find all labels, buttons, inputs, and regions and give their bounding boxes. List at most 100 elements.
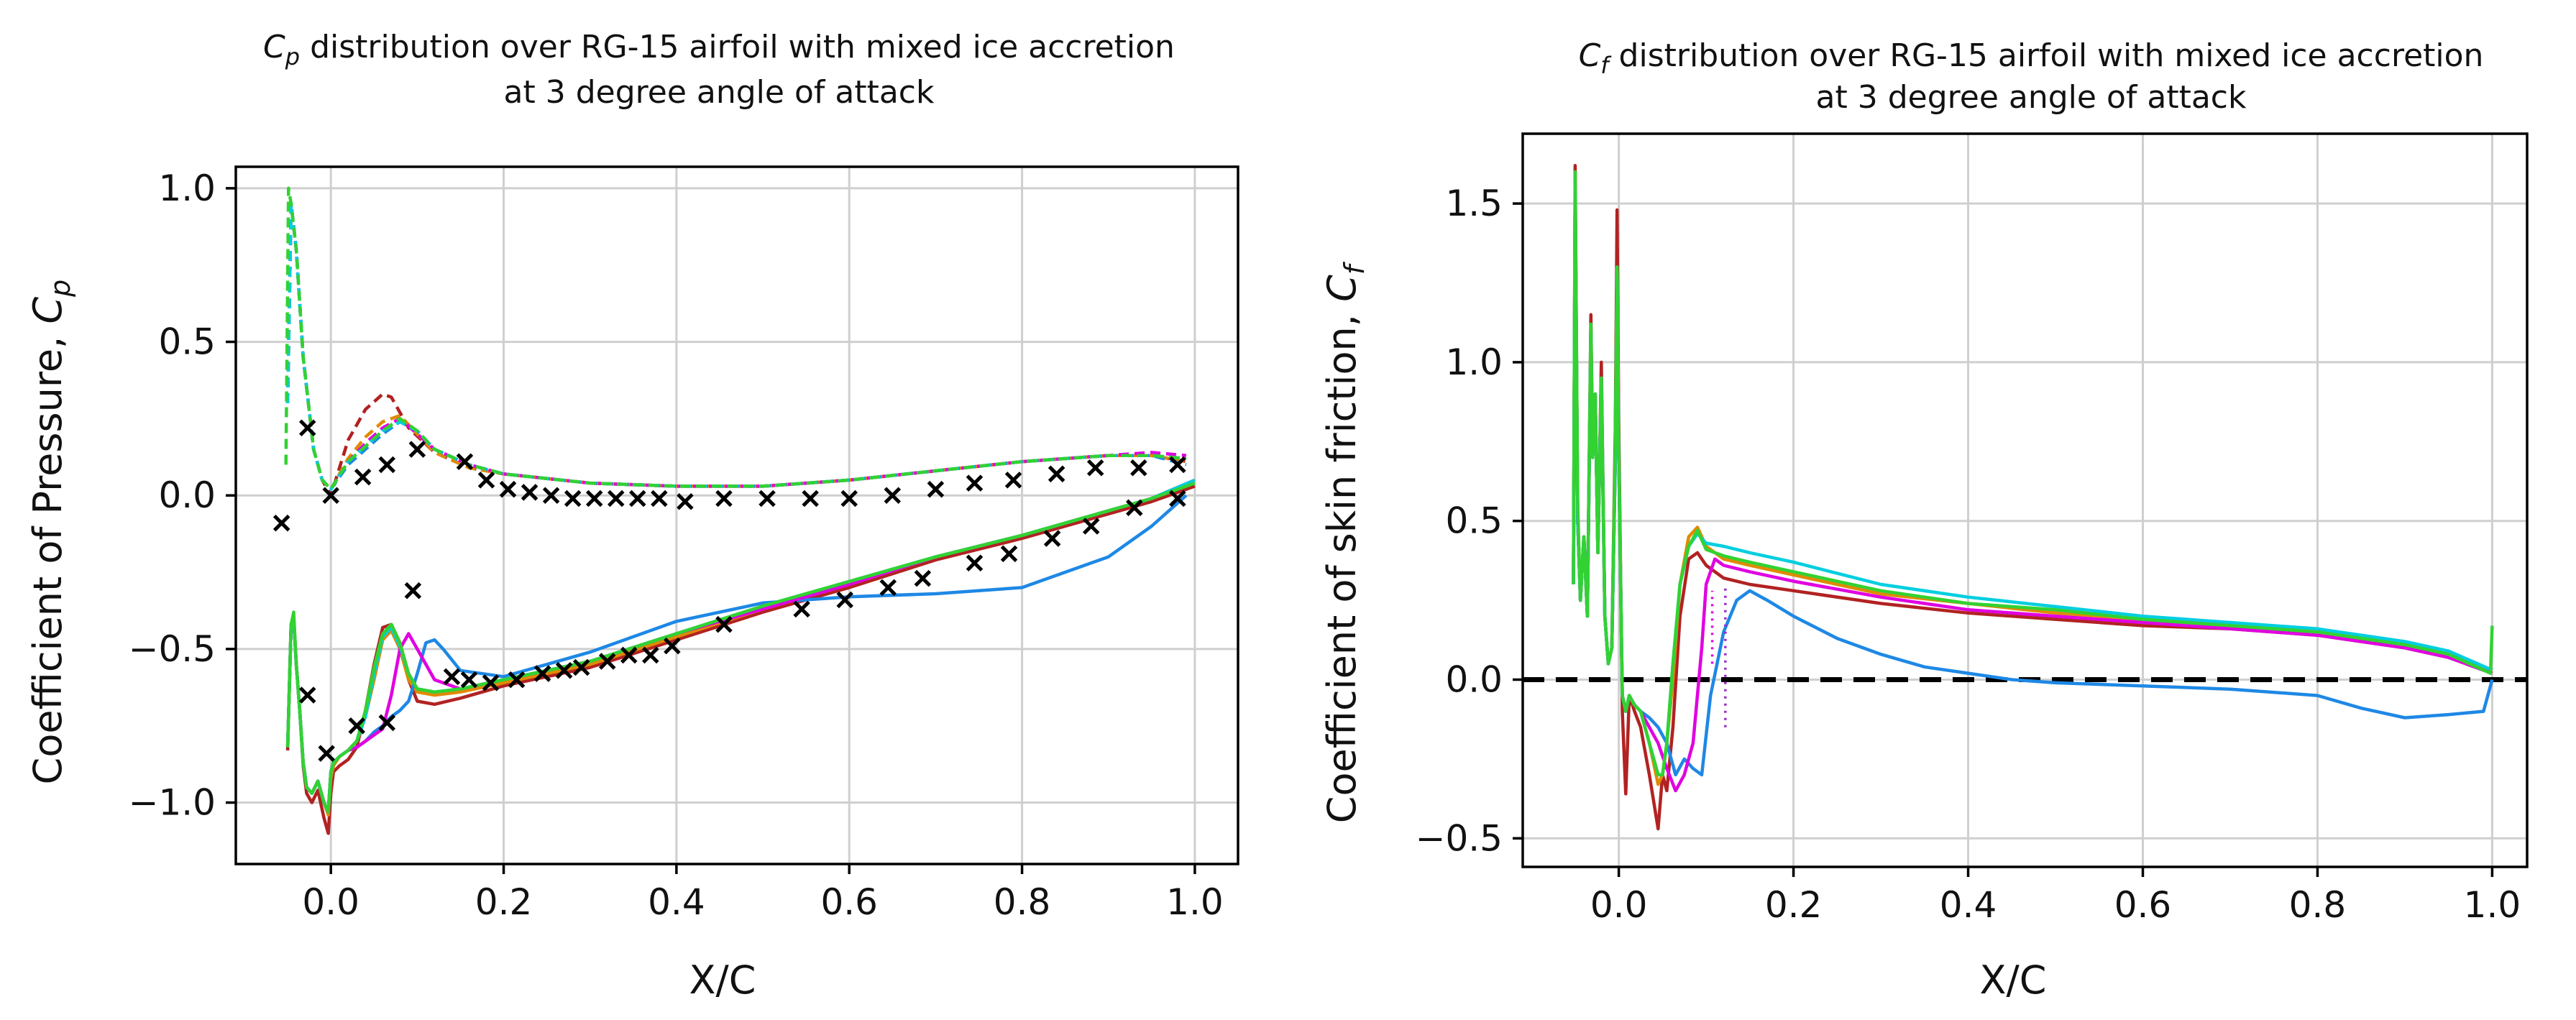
experimental-point: [629, 490, 646, 507]
experimental-point: [1169, 456, 1186, 474]
experimental-point: [620, 646, 638, 664]
experimental-point: [914, 569, 932, 587]
experimental-point: [542, 487, 560, 504]
cp-axes-frame: [234, 165, 1239, 865]
cp-ticks: 0.0 0.2 0.4 0.6 0.8 1.0 −1.0 −0.5 0.0 0.5 1.0: [129, 167, 1224, 923]
cf-separation-markers: [1710, 584, 1727, 727]
experimental-point: [482, 674, 500, 692]
y-tick-label: 0.5: [158, 321, 216, 363]
x-tick-label: 0.6: [2114, 884, 2172, 926]
experimental-point: [533, 665, 551, 682]
cf-ticks: 0.0 0.2 0.4 0.6 0.8 1.0 −0.5 0.0 0.5 1.0 1.5: [1416, 183, 2521, 926]
series-upper-green: [284, 186, 1187, 491]
x-tick-label: 1.0: [2464, 884, 2521, 926]
experimental-point: [1048, 465, 1065, 483]
experimental-point: [840, 490, 858, 507]
experimental-point: [793, 600, 810, 618]
y-tick-label: 1.5: [1445, 183, 1503, 224]
experimental-point: [607, 490, 625, 507]
experimental-point: [378, 714, 396, 732]
y-tick-label: −0.5: [129, 628, 216, 670]
x-tick-label: 0.4: [648, 881, 705, 923]
y-tick-label: 0.5: [1445, 500, 1503, 542]
experimental-point: [802, 490, 819, 507]
experimental-point: [758, 490, 776, 507]
cp-xlabel: X/C: [689, 957, 756, 1003]
x-tick-label: 0.2: [475, 881, 533, 923]
x-tick-label: 0.0: [1590, 884, 1648, 926]
experimental-point: [298, 686, 316, 704]
y-tick-label: −0.5: [1416, 817, 1503, 859]
series-green: [1572, 170, 2494, 777]
experimental-point: [1130, 459, 1147, 477]
experimental-point: [1126, 499, 1143, 517]
cf-title-line2: at 3 degree angle of attack: [1816, 79, 2247, 116]
experimental-point: [322, 487, 339, 504]
experimental-point: [1004, 472, 1022, 489]
y-tick-label: 1.0: [158, 167, 216, 209]
cp-experimental-markers: [272, 419, 1186, 762]
x-tick-label: 0.8: [2289, 884, 2347, 926]
cp-grid: [236, 167, 1238, 864]
experimental-point: [298, 419, 316, 436]
experimental-point: [927, 480, 945, 498]
cf-series: [1572, 163, 2494, 831]
x-tick-label: 0.8: [994, 881, 1051, 923]
experimental-point: [966, 474, 984, 492]
y-tick-label: −1.0: [129, 782, 216, 824]
experimental-point: [354, 468, 372, 486]
experimental-point: [966, 554, 984, 572]
experimental-point: [879, 579, 897, 597]
experimental-point: [521, 484, 538, 501]
experimental-point: [572, 658, 590, 676]
cf-panel: Cf distribution over RG-15 airfoil with …: [1319, 37, 2529, 1003]
series-lower-blue: [285, 494, 1188, 814]
experimental-point: [598, 653, 616, 670]
experimental-point: [715, 615, 733, 633]
experimental-point: [477, 472, 495, 489]
experimental-point: [677, 493, 694, 510]
experimental-point: [651, 490, 668, 507]
cp-ylabel: Coefficient of Pressure, Cp: [25, 280, 76, 785]
experimental-point: [664, 637, 681, 655]
experimental-point: [836, 591, 853, 609]
cf-title-line1: Cf distribution over RG-15 airfoil with …: [1579, 37, 2484, 79]
experimental-point: [443, 668, 461, 686]
x-tick-label: 1.0: [1166, 881, 1224, 923]
experimental-point: [715, 490, 733, 507]
experimental-point: [460, 671, 478, 689]
experimental-point: [272, 514, 290, 532]
experimental-point: [1082, 518, 1100, 535]
y-tick-label: 1.0: [1445, 341, 1503, 383]
cf-axes-frame: [1521, 132, 2529, 868]
experimental-point: [585, 490, 603, 507]
cf-grid: [1523, 134, 2527, 867]
x-tick-label: 0.0: [302, 881, 359, 923]
experimental-point: [1169, 490, 1186, 507]
y-tick-label: 0.0: [158, 474, 216, 516]
experimental-point: [456, 453, 474, 470]
series-lower-green: [285, 481, 1196, 814]
experimental-point: [499, 480, 517, 498]
experimental-point: [404, 582, 422, 599]
series-upper-red: [285, 202, 1187, 497]
experimental-point: [555, 662, 573, 679]
experimental-point: [1043, 530, 1061, 547]
x-tick-label: 0.6: [820, 881, 878, 923]
experimental-point: [378, 456, 396, 474]
experimental-point: [348, 717, 366, 735]
series-red: [1572, 163, 2493, 831]
cp-panel: Cp distribution over RG-15 airfoil with …: [25, 29, 1239, 1003]
experimental-point: [884, 487, 902, 504]
cf-xlabel: X/C: [1980, 957, 2047, 1003]
experimental-point: [1000, 545, 1018, 563]
x-tick-label: 0.2: [1765, 884, 1823, 926]
experimental-point: [642, 646, 659, 664]
experimental-point: [408, 441, 426, 458]
cp-title-line2: at 3 degree angle of attack: [504, 74, 935, 111]
x-tick-label: 0.4: [1940, 884, 1997, 926]
y-tick-label: 0.0: [1445, 658, 1503, 700]
experimental-point: [1086, 459, 1104, 477]
cp-series: [284, 186, 1196, 835]
